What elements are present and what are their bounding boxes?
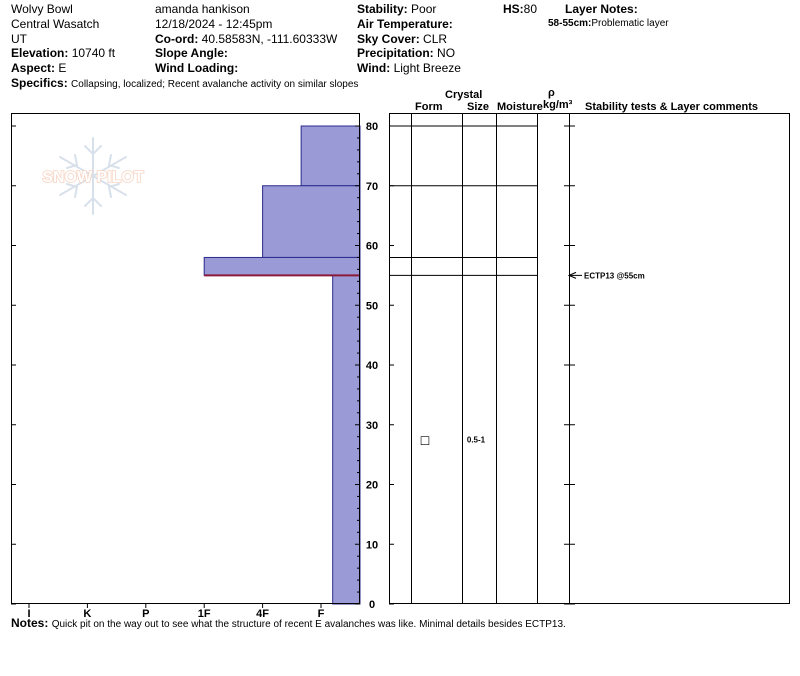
- height-label: 30: [366, 420, 378, 432]
- layer-boundaries: [389, 125, 537, 276]
- wind: Wind: Light Breeze: [357, 61, 461, 75]
- stability-label: Stability:: [357, 2, 408, 16]
- specifics: Specifics: Collapsing, localized; Recent…: [11, 76, 358, 91]
- grain-observations: □ 0.5-1: [420, 434, 486, 447]
- height-label: 40: [366, 360, 378, 372]
- stability-tests: ECTP13 @55cm: [567, 271, 645, 280]
- range: Central Wasatch: [11, 17, 100, 31]
- height-label: 10: [366, 539, 378, 551]
- wind-loading-label: Wind Loading:: [155, 61, 239, 75]
- elevation: Elevation: 10740 ft: [11, 46, 115, 60]
- datetime: 12/18/2024 - 12:45pm: [155, 17, 273, 31]
- sky-cover-value: CLR: [423, 32, 448, 46]
- precipitation: Precipitation: NO: [357, 46, 455, 60]
- stability: Stability: Poor: [357, 2, 436, 16]
- col-rho: ρ: [548, 87, 555, 99]
- height-axis: 0 10 20 30 40 50 60 70 80: [11, 121, 575, 611]
- layer-notes-label: Layer Notes:: [565, 2, 638, 16]
- col-density-unit: kg/m³: [543, 99, 573, 111]
- specifics-label: Specifics:: [11, 76, 68, 90]
- height-label: 70: [366, 181, 378, 193]
- snowflake-icon: [59, 137, 127, 215]
- layer-bar-2: [203, 256, 361, 276]
- test-label: ECTP13 @55cm: [584, 271, 645, 280]
- location: Wolvy Bowl: [11, 2, 73, 16]
- aspect: Aspect: E: [11, 61, 66, 75]
- notes-text: Quick pit on the way out to see what the…: [51, 619, 566, 630]
- wind-value: Light Breeze: [393, 61, 461, 75]
- hs-label: HS:: [503, 2, 524, 16]
- snowpilot-watermark: SNOW PILOT: [42, 137, 145, 215]
- height-label: 50: [366, 300, 378, 312]
- layer-note-text: Problematic layer: [591, 18, 669, 29]
- coord-value: 40.58583N, -111.60333W: [201, 32, 338, 46]
- specifics-value: Collapsing, localized; Recent avalanche …: [71, 79, 359, 90]
- elevation-value: 10740 ft: [71, 46, 116, 60]
- height-label: 60: [366, 241, 378, 253]
- hs-value: 80: [523, 2, 538, 16]
- hardness-label: K: [83, 608, 91, 620]
- layer-note-range: 58-55cm:: [548, 18, 592, 29]
- sky-cover: Sky Cover: CLR: [357, 32, 447, 46]
- layer-bar-3: [332, 274, 361, 605]
- slope-angle-label: Slope Angle:: [155, 46, 228, 60]
- precip-value: NO: [437, 46, 456, 60]
- air-temp-label: Air Temperature:: [357, 17, 453, 31]
- hardness-panel-frame: [11, 113, 360, 604]
- col-crystal: Crystal: [445, 89, 483, 101]
- layer-bar-0: [300, 125, 361, 187]
- height-label: 80: [366, 121, 378, 133]
- hardness-label: I: [27, 608, 30, 620]
- layer-note: 58-55cm:Problematic layer: [548, 18, 669, 30]
- col-size: Size: [467, 101, 490, 113]
- col-moisture: Moisture: [497, 101, 543, 113]
- hardness-label: 4F: [256, 608, 269, 620]
- layer-bar-1: [262, 185, 361, 258]
- elevation-label: Elevation:: [11, 46, 69, 60]
- state: UT: [11, 32, 27, 46]
- aspect-value: E: [58, 61, 67, 75]
- aspect-label: Aspect:: [11, 61, 56, 75]
- snow-height: HS:80: [503, 2, 537, 16]
- coordinates: Co-ord: 40.58583N, -111.60333W: [155, 32, 337, 46]
- col-comments: Stability tests & Layer comments: [585, 101, 759, 113]
- hardness-label: P: [142, 608, 149, 620]
- grain-form-icon: □: [420, 434, 430, 447]
- notes: Notes: Quick pit on the way out to see w…: [11, 616, 566, 631]
- test-arrowhead: [567, 271, 577, 279]
- watermark-text: SNOW PILOT: [42, 169, 144, 186]
- notes-label: Notes:: [11, 616, 49, 630]
- hardness-label: 1F: [198, 608, 211, 620]
- height-label: 20: [366, 480, 378, 492]
- height-label: 0: [369, 599, 375, 611]
- hardness-layers: [203, 125, 361, 605]
- air-temperature: Air Temperature:: [357, 17, 453, 31]
- layer-table: [389, 113, 790, 604]
- stability-value: Poor: [411, 2, 437, 16]
- wind-label: Wind:: [357, 61, 391, 75]
- hardness-label: F: [318, 608, 325, 620]
- sky-cover-label: Sky Cover:: [357, 32, 420, 46]
- coord-label: Co-ord:: [155, 32, 199, 46]
- wind-loading: Wind Loading:: [155, 61, 238, 75]
- grain-size: 0.5-1: [467, 436, 486, 445]
- observer: amanda hankison: [155, 2, 250, 16]
- precip-label: Precipitation:: [357, 46, 434, 60]
- slope-angle: Slope Angle:: [155, 46, 228, 60]
- hardness-axis: I K P 1F 4F F: [27, 604, 325, 620]
- col-form: Form: [415, 101, 443, 113]
